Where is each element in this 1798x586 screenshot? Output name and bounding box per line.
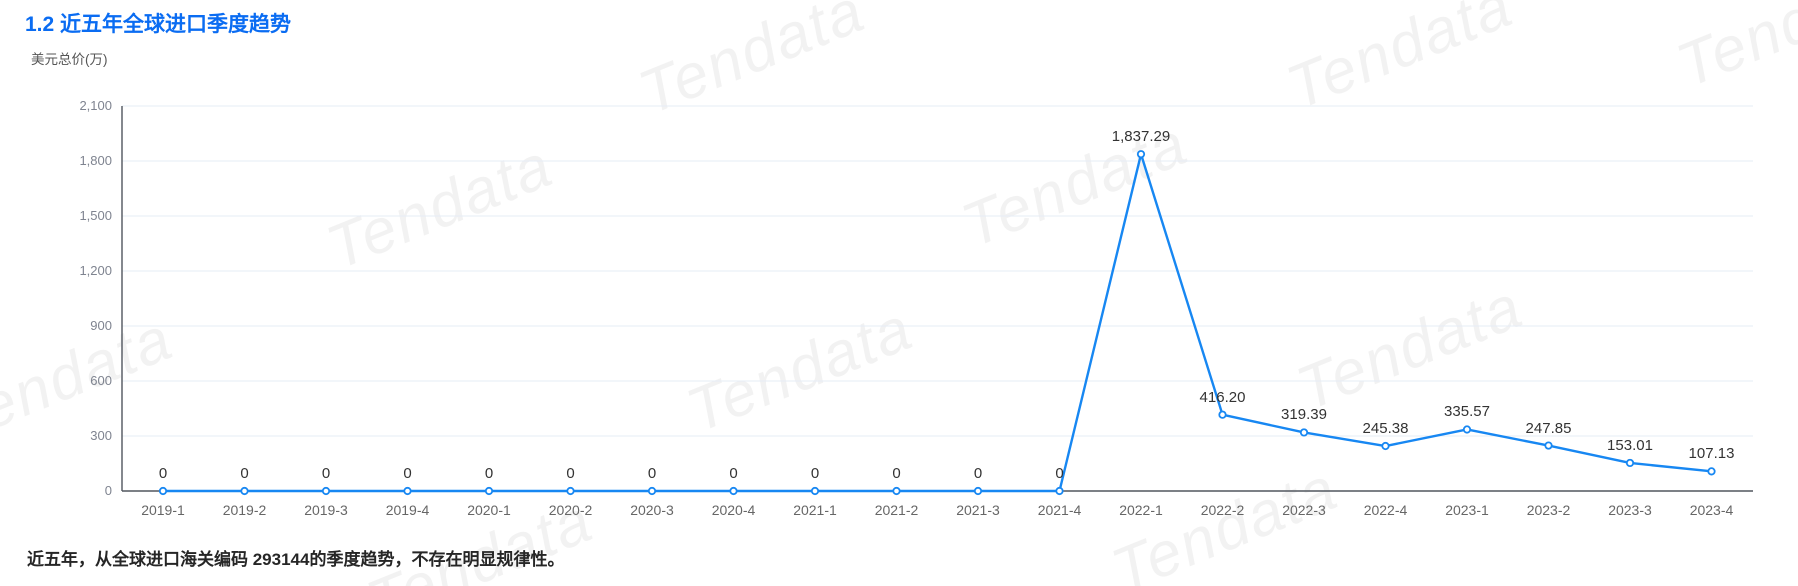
data-point[interactable] — [647, 486, 657, 496]
data-point[interactable] — [1055, 486, 1064, 496]
data-point[interactable] — [1625, 458, 1635, 468]
data-point[interactable] — [321, 486, 331, 496]
data-point[interactable] — [1299, 428, 1309, 437]
data-point[interactable] — [1462, 425, 1472, 434]
section-title: 1.2 近五年全球进口季度趋势 — [25, 13, 292, 36]
data-point[interactable] — [240, 486, 249, 496]
summary-caption: 近五年，从全球进口海关编码 293144的季度趋势，不存在明显规律性。 — [27, 550, 565, 569]
data-point[interactable] — [1381, 441, 1390, 451]
data-point[interactable] — [1218, 410, 1227, 419]
y-axis-unit-label: 美元总价(万) — [31, 52, 108, 67]
data-point[interactable] — [1707, 467, 1716, 476]
trend-line — [163, 152, 1712, 493]
data-point[interactable] — [973, 486, 983, 496]
data-point[interactable] — [1136, 150, 1146, 159]
data-point[interactable] — [892, 486, 901, 496]
data-point[interactable] — [566, 486, 575, 496]
data-point[interactable] — [484, 486, 494, 496]
data-point[interactable] — [403, 486, 412, 496]
data-point[interactable] — [1544, 441, 1553, 450]
data-point[interactable] — [729, 486, 738, 496]
data-point[interactable] — [810, 486, 820, 496]
data-point[interactable] — [158, 486, 168, 496]
